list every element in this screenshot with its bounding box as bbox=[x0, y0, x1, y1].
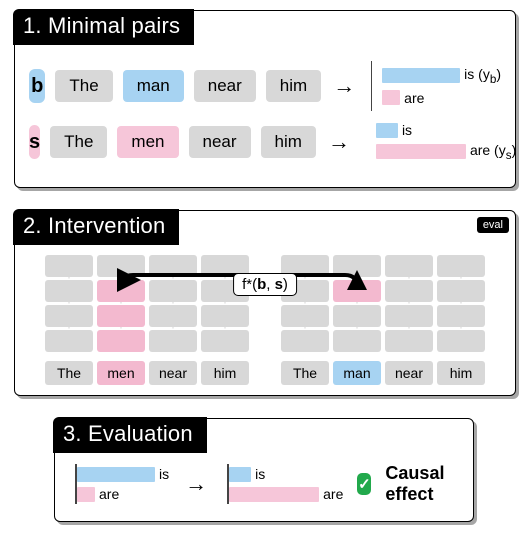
grid-left: The↑↑↑↑men↑↑↑↑near↑↑↑↑him↑↑↑↑ bbox=[45, 255, 249, 385]
bar bbox=[77, 487, 95, 502]
grid-column: The ↑ ↑ ↑ ↑ bbox=[45, 255, 93, 385]
grid-cell: ↑ bbox=[201, 305, 249, 327]
token: men bbox=[117, 126, 178, 158]
intervention-function-label: f*(b, s) bbox=[233, 273, 297, 296]
bar-label: are bbox=[99, 486, 119, 502]
grid-column: man ↑ ↑ ↑ ↑ bbox=[333, 255, 381, 385]
prediction-bars: is are (ys) bbox=[376, 122, 516, 162]
bar-line: is bbox=[77, 466, 169, 482]
axis-line bbox=[371, 61, 372, 111]
minimal-pair-row: sThemennearhim→isare (ys) bbox=[29, 117, 501, 167]
grid-word: men bbox=[97, 361, 145, 385]
grid-cell: ↑ bbox=[201, 330, 249, 352]
grid-cell: ↑ bbox=[97, 305, 145, 327]
bar bbox=[77, 467, 155, 482]
grid-cell: ↑ bbox=[45, 255, 93, 277]
bar-label: are bbox=[404, 90, 424, 106]
token: near bbox=[189, 126, 251, 158]
intervention-grids: f*(b, s) The↑↑↑↑men↑↑↑↑near↑↑↑↑him↑↑↑↑Th… bbox=[25, 255, 505, 385]
token: near bbox=[194, 70, 256, 102]
grid-cell: ↑ bbox=[437, 305, 485, 327]
causal-effect-label: Causal effect bbox=[385, 463, 457, 505]
bar bbox=[382, 68, 460, 83]
grid-cell: ↑ bbox=[45, 305, 93, 327]
grid-cell: ↑ bbox=[333, 255, 381, 277]
grid-cell: ↑ bbox=[45, 330, 93, 352]
grid-cell: ↑ bbox=[333, 280, 381, 302]
arrow-icon: → bbox=[331, 73, 357, 99]
bar-line: is bbox=[376, 122, 516, 138]
bar-line: are bbox=[382, 90, 501, 106]
grid-word: The bbox=[45, 361, 93, 385]
grid-word: near bbox=[385, 361, 433, 385]
grid-cell: ↑ bbox=[385, 255, 433, 277]
grid-cell: ↑ bbox=[437, 330, 485, 352]
bars-before: is are bbox=[77, 466, 169, 502]
panel-evaluation: 3. Evaluation is are → is are ✓ Causal eff… bbox=[54, 418, 474, 522]
grid-cell: ↑ bbox=[149, 305, 197, 327]
grid-word: near bbox=[149, 361, 197, 385]
eval-tag: eval bbox=[477, 217, 509, 233]
grid-cell: ↑ bbox=[281, 330, 329, 352]
grid-cell: ↑ bbox=[281, 305, 329, 327]
grid-word: man bbox=[333, 361, 381, 385]
grid-cell: ↑ bbox=[437, 280, 485, 302]
grid-cell: ↑ bbox=[149, 255, 197, 277]
row-badge: b bbox=[29, 69, 45, 103]
prediction-bars: is (yb) are bbox=[382, 66, 501, 106]
grid-cell: ↑ bbox=[149, 280, 197, 302]
bar bbox=[229, 487, 319, 502]
grid-word: The bbox=[281, 361, 329, 385]
grid-cell: ↑ bbox=[385, 305, 433, 327]
grid-column: near ↑ ↑ ↑ ↑ bbox=[385, 255, 433, 385]
grid-cell: ↑ bbox=[385, 280, 433, 302]
panel-minimal-pairs: 1. Minimal pairs bThemannearhim→is (yb)a… bbox=[14, 10, 516, 188]
grid-cell: ↑ bbox=[97, 280, 145, 302]
grid-cell: ↑ bbox=[97, 330, 145, 352]
bar-line: is bbox=[229, 466, 343, 482]
bars-after: is are bbox=[229, 466, 343, 502]
panel-intervention: 2. Intervention eval f*(b, s) The↑↑↑↑men… bbox=[14, 210, 516, 396]
bar-label: are (ys) bbox=[470, 142, 516, 162]
bar-line: is (yb) bbox=[382, 66, 501, 86]
bar bbox=[229, 467, 251, 482]
check-icon: ✓ bbox=[357, 473, 371, 495]
grid-right: The↑↑↑↑man↑↑↑↑near↑↑↑↑him↑↑↑↑ bbox=[281, 255, 485, 385]
grid-word: him bbox=[201, 361, 249, 385]
grid-column: men ↑ ↑ ↑ ↑ bbox=[97, 255, 145, 385]
grid-column: him ↑ ↑ ↑ ↑ bbox=[437, 255, 485, 385]
token: him bbox=[261, 126, 316, 158]
token: man bbox=[123, 70, 184, 102]
bar-label: is bbox=[402, 122, 412, 138]
bar bbox=[376, 144, 466, 159]
bar-label: is bbox=[255, 466, 265, 482]
grid-cell: ↑ bbox=[97, 255, 145, 277]
panel-title-2: 2. Intervention bbox=[13, 209, 179, 245]
grid-column: near ↑ ↑ ↑ ↑ bbox=[149, 255, 197, 385]
grid-cell: ↑ bbox=[333, 305, 381, 327]
grid-cell: ↑ bbox=[437, 255, 485, 277]
bar-label: is (yb) bbox=[464, 66, 501, 86]
bar bbox=[382, 90, 400, 105]
arrow-icon: → bbox=[183, 471, 209, 497]
grid-cell: ↑ bbox=[149, 330, 197, 352]
bar-line: are bbox=[77, 486, 169, 502]
grid-word: him bbox=[437, 361, 485, 385]
grid-cell: ↑ bbox=[385, 330, 433, 352]
bar-label: is bbox=[159, 466, 169, 482]
grid-cell: ↑ bbox=[333, 330, 381, 352]
bar-line: are bbox=[229, 486, 343, 502]
panel-title-1: 1. Minimal pairs bbox=[13, 9, 194, 45]
bar-line: are (ys) bbox=[376, 142, 516, 162]
token: The bbox=[50, 126, 107, 158]
grid-cell: ↑ bbox=[45, 280, 93, 302]
panel-title-3: 3. Evaluation bbox=[53, 417, 207, 453]
arrow-icon: → bbox=[326, 129, 352, 155]
bar-label: are bbox=[323, 486, 343, 502]
token: him bbox=[266, 70, 321, 102]
row-badge: s bbox=[29, 125, 40, 159]
minimal-pair-row: b Themannearhim → is (yb) are bbox=[29, 61, 501, 111]
token: The bbox=[55, 70, 112, 102]
bar bbox=[376, 123, 398, 138]
